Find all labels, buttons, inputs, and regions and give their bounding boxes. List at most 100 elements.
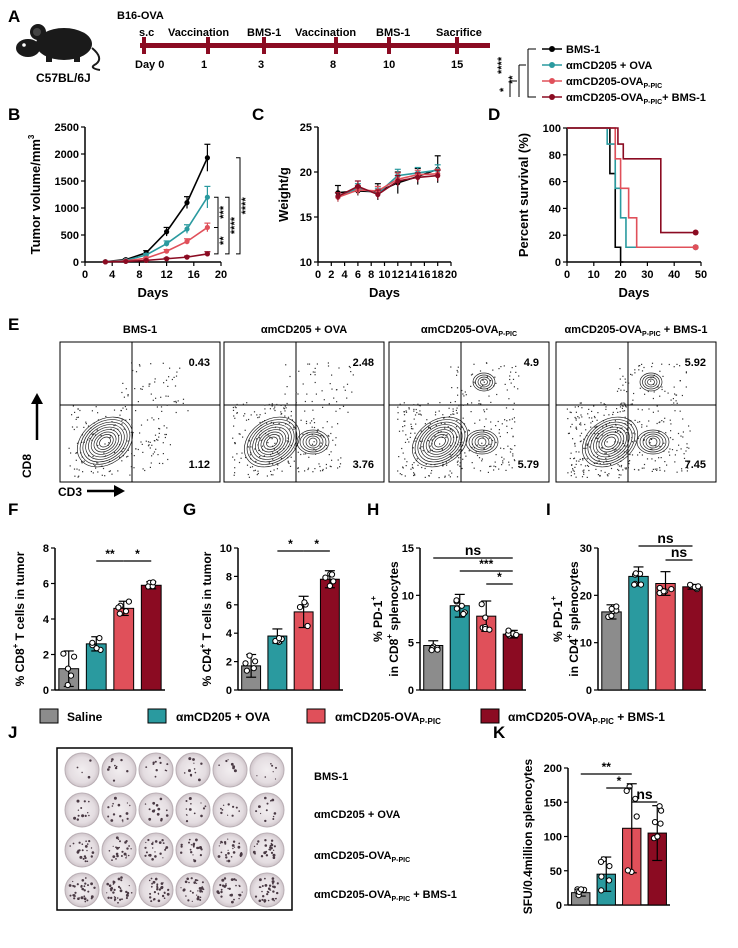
flow-event-dot: [82, 471, 84, 473]
elispot-spot: [122, 821, 124, 823]
y-tick-label: 8: [226, 571, 232, 583]
contour-line: [82, 421, 128, 463]
contour-line: [77, 416, 133, 468]
flow-event-dot: [281, 470, 283, 472]
timeline-event-label: Vaccination: [295, 27, 356, 39]
elispot-spot: [90, 855, 94, 858]
flow-event-dot: [675, 394, 677, 396]
flow-event-dot: [575, 463, 577, 465]
flow-event-dot: [411, 466, 414, 468]
flow-event-dot: [503, 458, 505, 460]
timeline-tick: [206, 37, 210, 54]
elispot-spot: [223, 877, 227, 880]
y-tick-label: 2000: [55, 149, 79, 161]
elispot-spot: [227, 803, 230, 806]
flow-event-dot: [479, 419, 481, 421]
flow-event-dot: [661, 386, 663, 388]
flow-event-dot: [406, 438, 409, 440]
elispot-spot: [253, 845, 256, 848]
flow-event-dot: [285, 407, 287, 409]
elispot-spot: [193, 881, 196, 884]
flow-event-dot: [250, 446, 252, 448]
elispot-spot: [272, 882, 274, 885]
flow-event-dot: [618, 474, 620, 476]
flow-event-dot: [569, 457, 571, 460]
flow-event-dot: [421, 466, 423, 469]
flow-event-dot: [285, 404, 287, 406]
flow-event-dot: [408, 408, 410, 410]
flow-event-dot: [268, 462, 270, 464]
flow-event-dot: [452, 413, 454, 415]
flow-event-dot: [156, 406, 158, 408]
flow-event-dot: [307, 467, 310, 469]
flow-event-dot: [581, 476, 584, 478]
elispot-spot: [129, 804, 131, 807]
flow-event-dot: [152, 399, 154, 401]
flow-event-dot: [135, 410, 137, 412]
flow-event-dot: [314, 468, 316, 470]
flow-event-dot: [269, 408, 271, 410]
flow-event-dot: [506, 425, 508, 427]
data-point: [184, 254, 190, 260]
flow-event-dot: [109, 437, 111, 439]
elispot-spot: [82, 857, 85, 860]
flow-event-dot: [398, 456, 400, 458]
flow-event-dot: [614, 431, 617, 433]
flow-event-dot: [456, 436, 459, 438]
legend-label: αmCD205-OVAP-PIC + BMS-1: [508, 710, 665, 726]
flow-event-dot: [483, 381, 485, 383]
replicate-point: [482, 614, 489, 621]
elispot-spot: [264, 884, 268, 887]
y-tick-label: 10: [300, 257, 312, 269]
data-point: [204, 251, 210, 257]
flow-event-dot: [596, 451, 598, 453]
flow-event-dot: [656, 422, 658, 425]
flow-event-dot: [409, 436, 411, 438]
data-point: [415, 174, 421, 180]
flow-event-dot: [327, 434, 329, 437]
contour-line: [428, 431, 452, 453]
x-tick-label: 0: [564, 269, 570, 281]
elispot-spot: [264, 844, 268, 847]
flow-event-dot: [73, 428, 75, 431]
replicate-point: [96, 635, 103, 642]
series-line: [105, 157, 209, 263]
flow-event-dot: [260, 439, 262, 441]
flow-event-dot: [109, 470, 111, 472]
panel-letter-f: F: [8, 500, 18, 519]
flow-event-dot: [403, 420, 405, 422]
flow-event-dot: [513, 417, 515, 419]
flow-event-dot: [649, 442, 651, 444]
flow-event-dot: [621, 427, 623, 429]
flow-event-dot: [593, 415, 596, 418]
flow-event-dot: [97, 419, 100, 421]
flow-event-dot: [513, 459, 515, 461]
elispot-spot: [225, 759, 228, 763]
y-tick-label: 15: [402, 543, 414, 555]
elispot-spot: [156, 885, 159, 888]
flow-event-dot: [240, 457, 242, 459]
elispot-spot: [273, 812, 277, 815]
sig-label: *: [288, 537, 293, 551]
elispot-spot: [119, 840, 121, 843]
y-tick-label: 60: [549, 177, 561, 189]
timeline-tick: [455, 37, 459, 54]
flow-event-dot: [456, 426, 458, 428]
flow-event-dot: [464, 431, 467, 433]
flow-event-dot: [414, 432, 416, 434]
flow-event-dot: [71, 414, 73, 416]
flow-event-dot: [404, 420, 406, 422]
flow-event-dot: [311, 443, 314, 445]
flow-event-dot: [276, 463, 278, 465]
flow-event-dot: [284, 410, 286, 412]
quadrant-percent-upper: 4.9: [524, 357, 539, 369]
elispot-spot: [76, 883, 79, 886]
flow-event-dot: [513, 386, 515, 388]
flow-event-dot: [162, 462, 164, 465]
flow-event-dot: [624, 405, 627, 407]
flow-event-dot: [476, 444, 478, 446]
elispot-spot: [107, 815, 110, 818]
elispot-spot: [156, 812, 160, 816]
flow-event-dot: [251, 466, 254, 468]
replicate-point: [453, 605, 460, 612]
